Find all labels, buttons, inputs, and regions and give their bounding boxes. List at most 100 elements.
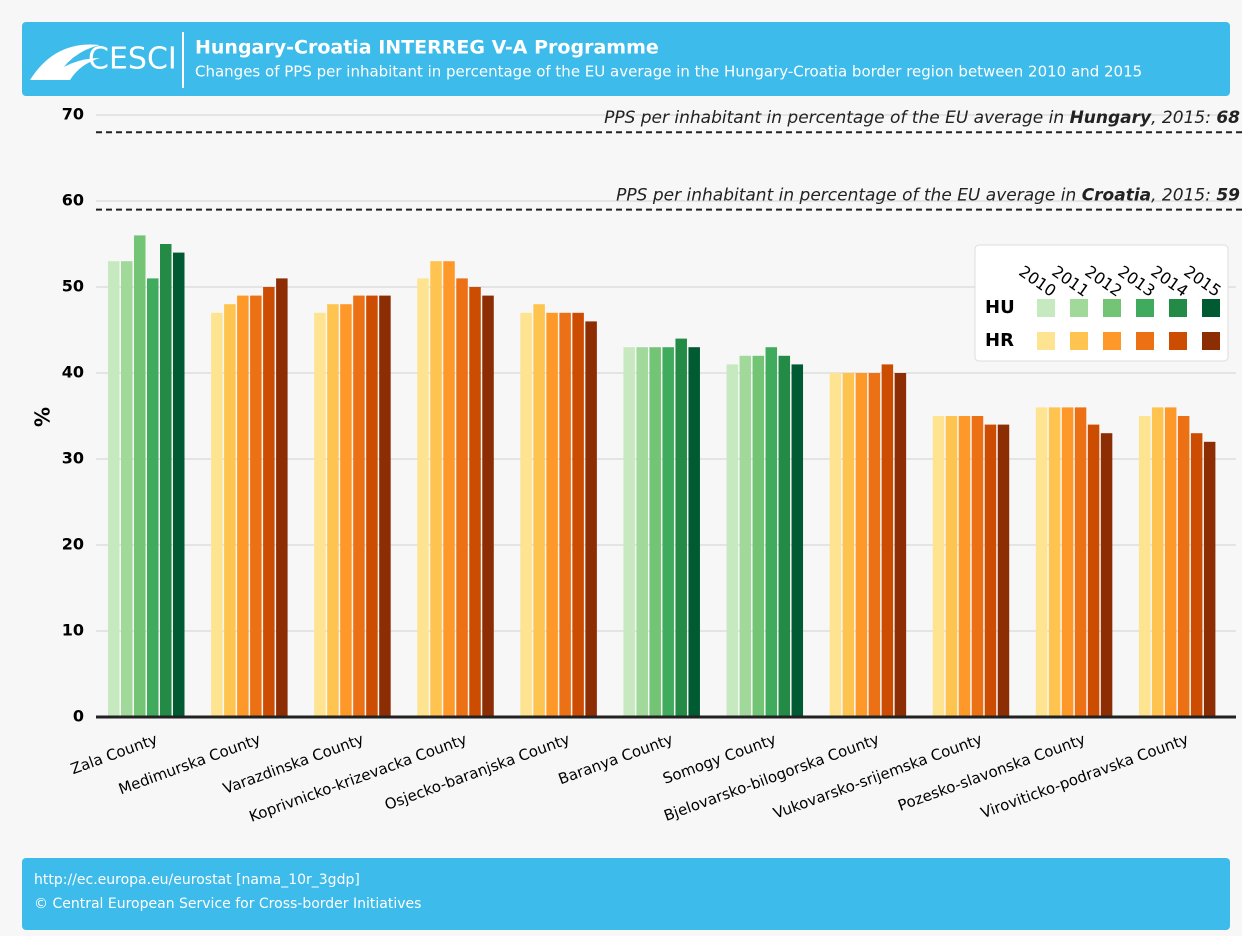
subtitle: Changes of PPS per inhabitant in percent…: [195, 63, 1142, 81]
y-tick-label: 0: [73, 707, 84, 726]
bar: [945, 416, 958, 717]
y-tick-label: 20: [62, 535, 84, 554]
reference-text: PPS per inhabitant in percentage of the …: [604, 108, 1070, 128]
bar: [1074, 407, 1087, 717]
bar: [958, 416, 971, 717]
bar: [520, 312, 532, 717]
legend-swatch: [1136, 332, 1154, 350]
bar: [443, 261, 455, 717]
y-tick-label: 60: [62, 191, 84, 210]
bar: [469, 287, 481, 717]
header-banner: [22, 22, 1230, 96]
y-tick-label: 50: [62, 277, 84, 296]
title: Hungary-Croatia INTERREG V-A Programme: [195, 37, 659, 59]
bar: [559, 312, 571, 717]
bar: [327, 304, 339, 717]
bar: [868, 373, 881, 717]
legend-swatch: [1136, 299, 1154, 317]
bar: [1061, 407, 1074, 717]
bar: [1048, 407, 1061, 717]
bar: [752, 355, 765, 717]
bar: [160, 244, 172, 717]
bar: [662, 347, 674, 717]
bar: [1177, 416, 1190, 717]
bar: [379, 295, 391, 717]
bar: [1164, 407, 1177, 717]
logo-text: CESCI: [88, 42, 177, 77]
reference-label: PPS per inhabitant in percentage of the …: [616, 186, 1240, 206]
y-tick-label: 40: [62, 363, 84, 382]
reference-value: 59: [1216, 186, 1240, 206]
bar: [276, 278, 288, 717]
bar: [1138, 416, 1151, 717]
bar: [636, 347, 648, 717]
bar: [147, 278, 159, 717]
bar: [173, 252, 185, 717]
bar: [1035, 407, 1048, 717]
legend-swatch: [1169, 332, 1187, 350]
legend-swatch: [1103, 299, 1121, 317]
bar: [1151, 407, 1164, 717]
bar: [456, 278, 468, 717]
copyright: © Central European Service for Cross-bor…: [34, 896, 421, 912]
bar: [778, 355, 791, 717]
bar: [134, 235, 146, 717]
y-tick-label: 10: [62, 621, 84, 640]
bar: [1190, 433, 1203, 717]
bar: [739, 355, 752, 717]
reference-label: PPS per inhabitant in percentage of the …: [604, 108, 1240, 128]
legend-swatch: [1103, 332, 1121, 350]
bar: [314, 312, 326, 717]
bar: [585, 321, 597, 717]
legend-swatch: [1070, 332, 1088, 350]
bar: [263, 287, 275, 717]
bar: [855, 373, 868, 717]
legend-swatch: [1037, 299, 1055, 317]
bar: [366, 295, 378, 717]
bar: [482, 295, 494, 717]
reference-text: PPS per inhabitant in percentage of the …: [616, 186, 1082, 206]
bar: [430, 261, 442, 717]
logo-mark: [30, 44, 100, 80]
source: http://ec.europa.eu/eurostat [nama_10r_3…: [34, 872, 360, 888]
bar: [997, 424, 1010, 717]
y-tick-label: 30: [62, 449, 84, 468]
legend-country: HR: [985, 330, 1014, 351]
bar: [649, 347, 661, 717]
legend-swatch: [1037, 332, 1055, 350]
bar: [417, 278, 429, 717]
bar: [108, 261, 120, 717]
y-tick-label: 70: [62, 105, 84, 124]
bar: [533, 304, 545, 717]
bar: [791, 364, 804, 717]
bar: [1100, 433, 1113, 717]
bar: [121, 261, 133, 717]
reference-country: Hungary: [1070, 108, 1152, 128]
bar: [675, 338, 687, 717]
bar: [546, 312, 558, 717]
bar: [971, 416, 984, 717]
bar: [340, 304, 352, 717]
bar: [881, 364, 894, 717]
legend-swatch: [1070, 299, 1088, 317]
y-axis-label: %: [31, 407, 55, 427]
bar: [829, 373, 842, 717]
legend-swatch: [1169, 299, 1187, 317]
bar: [842, 373, 855, 717]
legend-swatch: [1202, 299, 1220, 317]
bar: [765, 347, 778, 717]
bar: [1203, 441, 1216, 717]
bar: [572, 312, 584, 717]
legend-swatch: [1202, 332, 1220, 350]
bar: [894, 373, 907, 717]
bar: [726, 364, 739, 717]
bar: [250, 295, 262, 717]
bar: [1087, 424, 1100, 717]
reference-value: 68: [1216, 108, 1240, 128]
bar: [623, 347, 635, 717]
bar: [932, 416, 945, 717]
bar: [224, 304, 236, 717]
bar: [688, 347, 700, 717]
bar: [353, 295, 365, 717]
